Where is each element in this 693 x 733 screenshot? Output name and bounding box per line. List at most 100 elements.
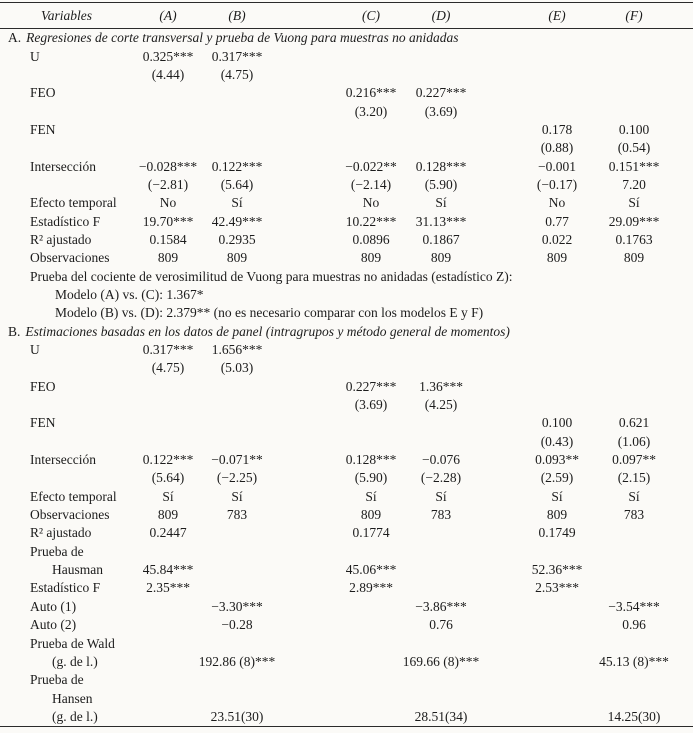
cell: (5.90) bbox=[354, 470, 388, 486]
cell: 809 bbox=[546, 250, 568, 266]
cell: Sí bbox=[551, 488, 563, 504]
table-row: Auto (2) −0.28 0.76 0.96 bbox=[0, 616, 693, 634]
cell: 0.325*** bbox=[142, 48, 194, 64]
row-label: Efecto temporal bbox=[30, 195, 117, 211]
column-header-e: (E) bbox=[548, 7, 566, 23]
cell: 0.216*** bbox=[345, 85, 397, 101]
table-row: Prueba de bbox=[0, 671, 693, 689]
cell: (0.88) bbox=[540, 140, 574, 156]
cell: 45.06*** bbox=[345, 562, 397, 578]
row-label: Prueba de bbox=[30, 543, 84, 559]
table-row: (4.44) (4.75) bbox=[0, 66, 693, 84]
row-label: FEO bbox=[30, 378, 56, 394]
cell: 31.13*** bbox=[415, 213, 467, 229]
row-label: (g. de l.) bbox=[52, 708, 98, 724]
cell: Sí bbox=[628, 488, 640, 504]
cell: 809 bbox=[546, 507, 568, 523]
row-label: Hansen bbox=[52, 690, 93, 706]
cell: (3.69) bbox=[354, 397, 388, 413]
cell: 7.20 bbox=[622, 176, 646, 192]
cell: (4.75) bbox=[220, 66, 254, 82]
row-label: Prueba de bbox=[30, 672, 84, 688]
table-row: R² ajustado 0.1584 0.2935 0.0896 0.1867 0.022… bbox=[0, 231, 693, 249]
cell: 0.122*** bbox=[142, 452, 194, 468]
table-row: (−2.81) (5.64) (−2.14) (5.90) (−0.17) 7.20 bbox=[0, 176, 693, 194]
cell: (2.59) bbox=[540, 470, 574, 486]
table-row: Estadístico F 19.70*** 42.49*** 10.22*** 31.… bbox=[0, 212, 693, 230]
table-header-row: Variables (A) (B) (C) (D) (E) (F) bbox=[0, 3, 693, 29]
cell: (0.43) bbox=[540, 433, 574, 449]
cell: 0.128*** bbox=[345, 452, 397, 468]
cell: 809 bbox=[430, 250, 452, 266]
cell: 0.2935 bbox=[218, 231, 256, 247]
table-row: Prueba de bbox=[0, 543, 693, 561]
table-row: Estadístico F 2.35*** 2.89*** 2.53*** bbox=[0, 579, 693, 597]
cell: 192.86 (8)*** bbox=[198, 653, 276, 669]
cell: 45.84*** bbox=[142, 562, 194, 578]
cell: 0.621 bbox=[618, 415, 650, 431]
cell: 23.51(30) bbox=[210, 708, 264, 724]
table-row: FEO 0.216*** 0.227*** bbox=[0, 84, 693, 102]
table-row: (0.88) (0.54) bbox=[0, 139, 693, 157]
row-label: Prueba de Wald bbox=[30, 635, 115, 651]
cell: 0.317*** bbox=[142, 342, 194, 358]
table-row: Observaciones 809 783 809 783 809 783 bbox=[0, 506, 693, 524]
cell: 0.093** bbox=[535, 452, 579, 468]
cell: 783 bbox=[623, 507, 645, 523]
section-title-text: Estimaciones basadas en los datos de pan… bbox=[25, 323, 510, 339]
cell: 809 bbox=[623, 250, 645, 266]
row-label: FEN bbox=[30, 415, 56, 431]
cell: (3.20) bbox=[354, 103, 388, 119]
cell: 0.96 bbox=[622, 617, 646, 633]
note-line: Modelo (B) vs. (D): 2.379** (no es neces… bbox=[55, 305, 484, 321]
table-row: (3.69) (4.25) bbox=[0, 396, 693, 414]
cell: −0.076 bbox=[422, 452, 460, 468]
table-row: U 0.325*** 0.317*** bbox=[0, 47, 693, 65]
cell: (−2.14) bbox=[350, 176, 392, 192]
row-label: Intersección bbox=[30, 452, 96, 468]
cell: 1.36*** bbox=[419, 378, 463, 394]
cell: 0.1749 bbox=[538, 525, 576, 541]
column-header-variables: Variables bbox=[40, 7, 92, 23]
cell: (3.69) bbox=[424, 103, 458, 119]
table-row: (g. de l.) 23.51(30) 28.51(34) 14.25(30) bbox=[0, 708, 693, 726]
table-row: FEO 0.227*** 1.36*** bbox=[0, 378, 693, 396]
table-row: Intersección −0.028*** 0.122*** −0.022** 0.1… bbox=[0, 157, 693, 175]
row-label: FEN bbox=[30, 121, 56, 137]
table-row: Efecto temporal Sí Sí Sí Sí Sí Sí bbox=[0, 488, 693, 506]
cell: 28.51(34) bbox=[414, 708, 468, 724]
table-row: (g. de l.) 192.86 (8)*** 169.66 (8)*** 45.1… bbox=[0, 653, 693, 671]
cell: 0.151*** bbox=[608, 158, 660, 174]
row-label: Observaciones bbox=[30, 507, 110, 523]
table-body: A. Regresiones de corte transversal y pru… bbox=[0, 29, 693, 726]
column-header-d: (D) bbox=[431, 7, 451, 23]
cell: (4.25) bbox=[424, 397, 458, 413]
cell: (5.64) bbox=[220, 176, 254, 192]
cell: −3.54*** bbox=[608, 598, 660, 614]
row-label: (g. de l.) bbox=[52, 653, 98, 669]
table-row: (5.64) (−2.25) (5.90) (−2.28) (2.59) (2.15) bbox=[0, 469, 693, 487]
cell: −0.071** bbox=[211, 452, 263, 468]
cell: 0.227*** bbox=[415, 85, 467, 101]
cell: 809 bbox=[157, 250, 179, 266]
cell: 2.89*** bbox=[349, 580, 393, 596]
cell: 169.66 (8)*** bbox=[402, 653, 480, 669]
cell: 0.1584 bbox=[149, 231, 187, 247]
cell: 52.36*** bbox=[531, 562, 583, 578]
cell: 0.100 bbox=[541, 415, 573, 431]
table-row: R² ajustado 0.2447 0.1774 0.1749 bbox=[0, 524, 693, 542]
cell: −0.28 bbox=[221, 617, 253, 633]
table-row: (3.20) (3.69) bbox=[0, 102, 693, 120]
cell: No bbox=[362, 195, 380, 211]
column-header-c: (C) bbox=[362, 7, 380, 23]
row-label: Efecto temporal bbox=[30, 488, 117, 504]
column-header-f: (F) bbox=[625, 7, 643, 23]
cell: 14.25(30) bbox=[607, 708, 661, 724]
cell: 809 bbox=[360, 507, 382, 523]
table-row: (0.43) (1.06) bbox=[0, 433, 693, 451]
cell: 0.100 bbox=[618, 121, 650, 137]
row-label: U bbox=[30, 48, 40, 64]
cell: 809 bbox=[157, 507, 179, 523]
row-label: U bbox=[30, 342, 40, 358]
